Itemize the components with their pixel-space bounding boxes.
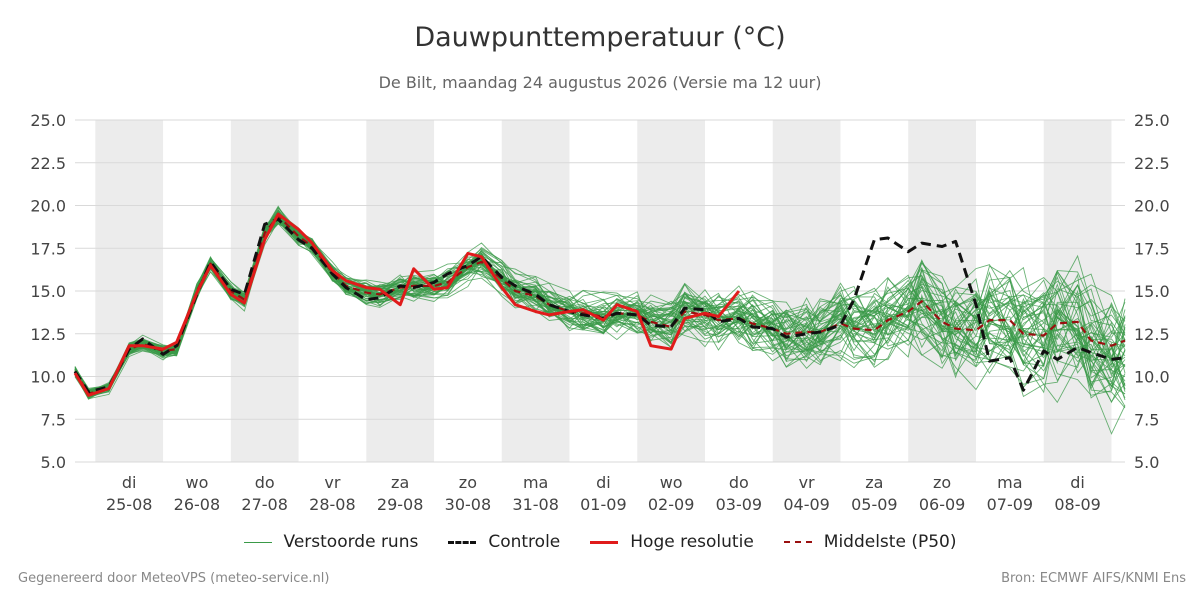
- y-tick-label-right: 7.5: [1134, 410, 1159, 429]
- x-tick-day: vr: [799, 473, 815, 492]
- legend-item-median: Middelste (P50): [783, 532, 957, 552]
- y-tick-label-left: 25.0: [30, 111, 66, 130]
- footer-generator: Gegenereerd door MeteoVPS (meteo-service…: [18, 571, 330, 586]
- legend-item-perturbed: Verstoorde runs: [243, 532, 419, 552]
- x-tick-day: do: [729, 473, 749, 492]
- legend-label-control: Controle: [488, 532, 561, 552]
- y-tick-label-right: 10.0: [1134, 368, 1170, 387]
- x-tick-day: ma: [997, 473, 1022, 492]
- x-tick-day: wo: [185, 473, 208, 492]
- y-tick-label-left: 22.5: [30, 154, 66, 173]
- legend-swatch-hires: [590, 540, 619, 544]
- y-tick-label-right: 22.5: [1134, 154, 1170, 173]
- y-tick-label-right: 17.5: [1134, 239, 1170, 258]
- legend-item-hires: Hoge resolutie: [590, 532, 754, 552]
- x-tick-day: zo: [933, 473, 951, 492]
- x-tick-day: do: [255, 473, 275, 492]
- chart-title: Dauwpunttemperatuur (°C): [414, 22, 786, 53]
- x-tick-day: di: [1070, 473, 1085, 492]
- x-tick-date: 06-09: [919, 495, 966, 514]
- x-tick-date: 03-09: [716, 495, 763, 514]
- x-tick-date: 30-08: [445, 495, 492, 514]
- x-tick-day: zo: [459, 473, 477, 492]
- x-tick-date: 04-09: [783, 495, 830, 514]
- legend-label-perturbed: Verstoorde runs: [283, 532, 419, 552]
- y-tick-label-left: 5.0: [41, 453, 66, 472]
- chart-subtitle: De Bilt, maandag 24 augustus 2026 (Versi…: [378, 73, 822, 92]
- x-tick-date: 07-09: [987, 495, 1034, 514]
- x-tick-date: 02-09: [648, 495, 695, 514]
- x-tick-day: wo: [660, 473, 683, 492]
- x-tick-date: 25-08: [106, 495, 153, 514]
- x-tick-date: 29-08: [377, 495, 424, 514]
- y-tick-label-left: 15.0: [30, 282, 66, 301]
- x-tick-day: ma: [523, 473, 548, 492]
- y-tick-label-right: 5.0: [1134, 453, 1159, 472]
- x-tick-date: 08-09: [1054, 495, 1101, 514]
- perturbed-run-line: [74, 216, 1126, 399]
- y-tick-label-left: 20.0: [30, 197, 66, 216]
- x-tick-date: 27-08: [241, 495, 288, 514]
- y-tick-label-right: 12.5: [1134, 325, 1170, 344]
- legend-swatch-control: [448, 540, 477, 544]
- legend: Verstoorde runs Controle Hoge resolutie …: [0, 530, 1200, 554]
- y-tick-label-right: 25.0: [1134, 111, 1170, 130]
- x-tick-day: vr: [324, 473, 340, 492]
- x-tick-day: di: [596, 473, 611, 492]
- y-tick-label-left: 17.5: [30, 239, 66, 258]
- legend-item-control: Controle: [448, 532, 560, 552]
- x-tick-date: 01-09: [580, 495, 627, 514]
- legend-label-median: Middelste (P50): [823, 532, 957, 552]
- legend-swatch-perturbed: [243, 541, 272, 543]
- x-tick-date: 31-08: [512, 495, 559, 514]
- y-tick-label-left: 7.5: [41, 410, 66, 429]
- x-tick-day: di: [122, 473, 137, 492]
- y-tick-label-right: 15.0: [1134, 282, 1170, 301]
- x-tick-day: za: [391, 473, 409, 492]
- x-tick-date: 28-08: [309, 495, 356, 514]
- y-tick-label-left: 10.0: [30, 368, 66, 387]
- x-tick-date: 26-08: [174, 495, 221, 514]
- legend-label-hires: Hoge resolutie: [630, 532, 754, 552]
- y-tick-label-left: 12.5: [30, 325, 66, 344]
- legend-swatch-median: [783, 541, 812, 543]
- hires-line: [73, 212, 741, 397]
- y-tick-label-right: 20.0: [1134, 197, 1170, 216]
- x-tick-date: 05-09: [851, 495, 898, 514]
- x-tick-day: za: [865, 473, 883, 492]
- footer-source: Bron: ECMWF AIFS/KNMI Ens: [1001, 571, 1186, 586]
